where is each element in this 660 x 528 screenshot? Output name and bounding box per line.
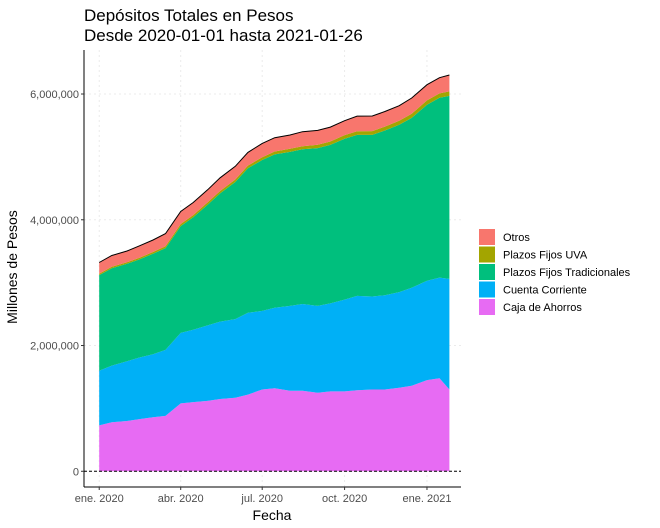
legend-label-cuenta-corriente: Cuenta Corriente (503, 285, 587, 297)
y-tick-label-2: 4,000,000 (30, 215, 79, 227)
chart-subtitle: Desde 2020-01-01 hasta 2021-01-26 (84, 26, 363, 45)
x-tick-label-2: jul. 2020 (240, 493, 283, 505)
y-axis-title: Millones de Pesos (4, 210, 20, 324)
legend-key-otros (479, 229, 495, 245)
y-tick-label-1: 2,000,000 (30, 341, 79, 353)
y-tick-label-0: 0 (73, 466, 79, 478)
x-tick-label-1: abr. 2020 (158, 493, 204, 505)
x-tick-label-4: ene. 2021 (403, 493, 452, 505)
legend: Otros Plazos Fijos UVA Plazos Fijos Tradic… (479, 229, 631, 315)
legend-key-plazos-fijos-tradicionales (479, 264, 495, 280)
legend-key-caja-de-ahorros (479, 299, 495, 315)
x-tick-label-0: ene. 2020 (75, 493, 124, 505)
x-axis-ticks: ene. 2020 abr. 2020 jul. 2020 oct. 2020 ene.… (75, 487, 452, 505)
y-axis-ticks: 0 2,000,000 4,000,000 6,000,000 (30, 89, 84, 478)
x-axis-title: Fecha (253, 507, 292, 523)
y-tick-label-3: 6,000,000 (30, 89, 79, 101)
legend-key-cuenta-corriente (479, 281, 495, 298)
chart-title: Depósitos Totales en Pesos (84, 6, 293, 25)
x-tick-label-3: oct. 2020 (322, 493, 367, 505)
legend-label-caja-de-ahorros: Caja de Ahorros (503, 302, 582, 314)
legend-label-plazos-fijos-tradicionales: Plazos Fijos Tradicionales (503, 267, 631, 279)
area-otros (99, 75, 450, 274)
legend-label-otros: Otros (503, 232, 530, 244)
total-outline (98, 74, 450, 263)
total-line (98, 74, 450, 263)
area-series (99, 75, 450, 472)
area-plazos-fijos-tradicionales (99, 95, 450, 371)
area-caja-de-ahorros (99, 378, 450, 472)
legend-key-plazos-fijos-uva (479, 246, 495, 263)
legend-label-plazos-fijos-uva: Plazos Fijos UVA (503, 250, 588, 262)
axes (83, 50, 461, 488)
area-cuenta-corriente (99, 277, 450, 426)
